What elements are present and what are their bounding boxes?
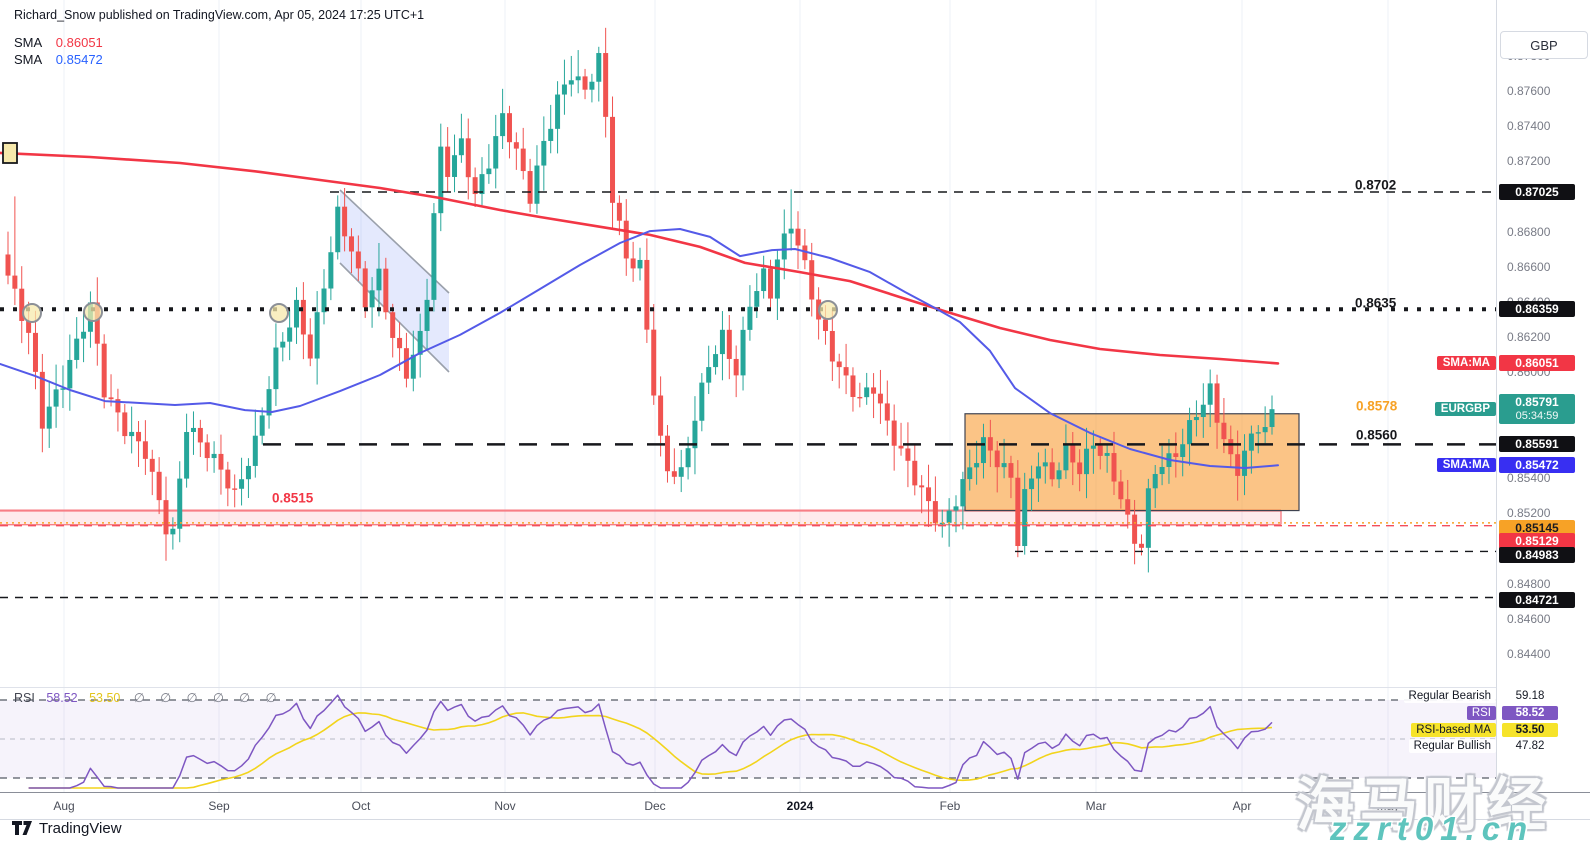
sma-red-line: [0, 151, 1280, 365]
attribution-text: Richard_Snow published on TradingView.co…: [14, 8, 425, 22]
rsi-level-name-regular-bearish: Regular Bearish: [1403, 689, 1496, 703]
price-tick: 0.87400: [1507, 119, 1551, 133]
price-tick: 0.84600: [1507, 612, 1551, 626]
time-axis-label-Apr[interactable]: Apr: [1232, 799, 1252, 813]
price-tick: 0.84400: [1507, 647, 1551, 661]
price-tick: 0.86200: [1507, 330, 1551, 344]
price-chart[interactable]: [0, 0, 1496, 792]
price-badge-0.85145[interactable]: 0.85145: [1499, 520, 1575, 536]
price-badge-0.87025[interactable]: 0.87025: [1499, 184, 1575, 200]
moving-averages-layer: [0, 151, 1280, 469]
price-tick: 0.87600: [1507, 84, 1551, 98]
price-badge-0.86051[interactable]: 0.86051: [1499, 355, 1575, 371]
rsi-legend-title: RSI: [14, 691, 35, 705]
sma-blue-legend-value: 0.85472: [55, 52, 103, 67]
support-zone[interactable]: [0, 510, 1281, 525]
rsi-level-name-rsi-based-ma: RSI-based MA: [1411, 723, 1496, 737]
markers-layer[interactable]: [2, 142, 838, 323]
circle-marker[interactable]: [83, 302, 103, 322]
rsi-ma-legend-value: 53.50: [89, 691, 121, 705]
level-label-0.8560: 0.8560: [1356, 427, 1398, 443]
price-badge-0.84721[interactable]: 0.84721: [1499, 592, 1575, 608]
series-tag-smama[interactable]: SMA:MA: [1436, 356, 1496, 370]
price-badge-0.86359[interactable]: 0.86359: [1499, 301, 1575, 317]
price-badge-0.84983[interactable]: 0.84983: [1499, 547, 1575, 563]
sma-blue-line: [0, 228, 1279, 469]
time-axis-label-Oct[interactable]: Oct: [351, 799, 371, 813]
price-tick: 0.85400: [1507, 471, 1551, 485]
sma-red-legend-row[interactable]: SMA 0.86051: [14, 34, 103, 51]
tradingview-footer-brand[interactable]: TradingView: [12, 820, 122, 837]
drawing-anchor-box[interactable]: [2, 142, 18, 164]
price-scale[interactable]: 0.878000.876000.874000.872000.870000.868…: [1496, 0, 1590, 792]
level-label-0.8515: 0.8515: [272, 490, 314, 506]
tradingview-logo-icon: [12, 821, 32, 836]
level-lines-layer[interactable]: [0, 191, 1496, 599]
price-tick: 0.84800: [1507, 577, 1551, 591]
time-axis-label-Aug[interactable]: Aug: [53, 799, 75, 813]
rsi-level-value-59.18: 59.18: [1502, 689, 1558, 703]
consolidation-box[interactable]: [964, 413, 1300, 512]
time-axis-label-Dec[interactable]: Dec: [644, 799, 666, 813]
sma-blue-legend-label: SMA: [14, 52, 43, 67]
circle-marker[interactable]: [818, 300, 838, 320]
level-label-0.8578: 0.8578: [1356, 398, 1398, 414]
drawing-zones-layer[interactable]: [0, 189, 1300, 526]
sma-red-legend-label: SMA: [14, 35, 43, 50]
circle-marker[interactable]: [22, 303, 42, 323]
gridlines-layer: [63, 0, 1389, 792]
time-axis-label-Sep[interactable]: Sep: [208, 799, 230, 813]
currency-toggle-button[interactable]: GBP: [1500, 31, 1588, 59]
rsi-ma-line: [28, 712, 1273, 789]
circle-marker[interactable]: [269, 303, 289, 323]
price-badge-0.85472[interactable]: 0.85472: [1499, 457, 1575, 473]
time-axis-label-Mar[interactable]: Mar: [1085, 799, 1107, 813]
series-tag-smama[interactable]: SMA:MA: [1436, 458, 1496, 472]
rsi-level-value-58.52: 58.52: [1502, 706, 1558, 720]
watermark-site: zzrt01.cn: [1330, 810, 1535, 847]
time-axis-label-May[interactable]: May: [1376, 799, 1400, 813]
time-axis-label-Nov[interactable]: Nov: [494, 799, 516, 813]
bear-flag-channel[interactable]: [340, 190, 449, 372]
rsi-legend-value: 58.52: [46, 691, 78, 705]
watermark-chinese: 海马财经: [1296, 773, 1553, 838]
price-badge-0.85129[interactable]: 0.85129: [1499, 533, 1575, 549]
time-axis-label-Feb[interactable]: Feb: [939, 799, 961, 813]
rsi-level-value-47.82: 47.82: [1502, 739, 1558, 753]
price-tick: 0.85200: [1507, 506, 1551, 520]
rsi-level-name-rsi: RSI: [1466, 706, 1496, 720]
time-axis-label-2024[interactable]: 2024: [786, 799, 814, 813]
rsi-legend[interactable]: RSI 58.52 53.50 ∅ ∅ ∅ ∅ ∅ ∅: [14, 690, 283, 705]
price-badge-0.85591[interactable]: 0.85591: [1499, 436, 1575, 452]
countdown-timer: 05:34:59: [1515, 410, 1559, 422]
price-tick: 0.87200: [1507, 154, 1551, 168]
tradingview-footer-label: TradingView: [39, 820, 122, 837]
rsi-level-name-regular-bullish: Regular Bullish: [1408, 739, 1496, 753]
price-badge-0.85791[interactable]: 0.85791 05:34:59: [1499, 394, 1575, 424]
time-axis[interactable]: Aug Sep Oct Nov Dec 2024 Feb Mar Apr May: [0, 792, 1590, 820]
level-label-0.8702: 0.8702: [1355, 177, 1397, 193]
candles-layer: [5, 27, 1275, 573]
sma-blue-legend-row[interactable]: SMA 0.85472: [14, 51, 103, 68]
price-tick: 0.86600: [1507, 260, 1551, 274]
rsi-line: [28, 694, 1273, 789]
rsi-level-value-53.50: 53.50: [1502, 723, 1558, 737]
indicator-legend[interactable]: SMA 0.86051 SMA 0.85472: [14, 34, 103, 68]
rsi-pane-layer: [0, 687, 1496, 789]
sma-red-legend-value: 0.86051: [55, 35, 103, 50]
price-tick: 0.86800: [1507, 225, 1551, 239]
series-tag-eurgbp[interactable]: EURGBP: [1434, 402, 1496, 416]
rsi-legend-empty-slots: ∅ ∅ ∅ ∅ ∅ ∅: [133, 691, 283, 705]
level-label-0.8635: 0.8635: [1355, 295, 1397, 311]
